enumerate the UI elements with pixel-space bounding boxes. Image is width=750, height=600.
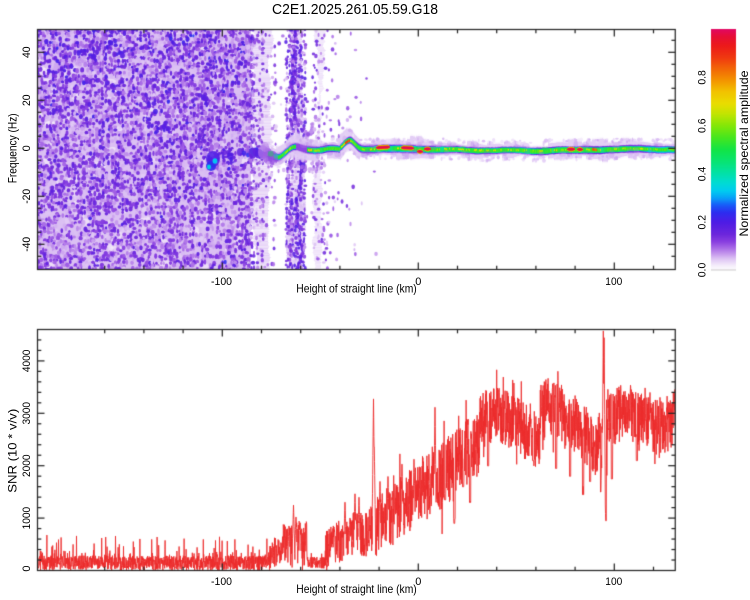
svg-text:20: 20 [21,95,33,107]
svg-text:0: 0 [21,565,33,571]
svg-text:Normalized spectral amplitude: Normalized spectral amplitude [738,71,750,237]
svg-text:0.2: 0.2 [697,215,709,230]
svg-text:C2E1.2025.261.05.59.G18: C2E1.2025.261.05.59.G18 [272,1,438,18]
svg-text:-40: -40 [21,237,33,252]
svg-text:0: 0 [415,276,421,288]
svg-text:Height of straight line (km): Height of straight line (km) [296,283,417,296]
svg-text:100: 100 [605,276,622,288]
svg-text:0.8: 0.8 [697,70,709,85]
svg-text:-100: -100 [211,276,232,288]
svg-text:0.4: 0.4 [697,167,709,182]
svg-text:0: 0 [21,145,33,151]
svg-text:SNR (10 * v/v): SNR (10 * v/v) [7,409,20,493]
svg-text:-100: -100 [211,576,232,588]
svg-text:3000: 3000 [21,402,33,425]
svg-text:0: 0 [415,576,421,588]
svg-text:0.0: 0.0 [697,263,709,278]
svg-text:-20: -20 [21,189,33,204]
svg-text:4000: 4000 [21,350,33,373]
svg-text:40: 40 [21,47,33,59]
svg-text:Height of straight line (km): Height of straight line (km) [296,583,417,596]
svg-text:1000: 1000 [21,507,33,530]
svg-text:100: 100 [605,576,622,588]
svg-text:2000: 2000 [21,454,33,477]
svg-text:Frequency (Hz): Frequency (Hz) [7,113,20,183]
svg-text:0.6: 0.6 [697,118,709,133]
